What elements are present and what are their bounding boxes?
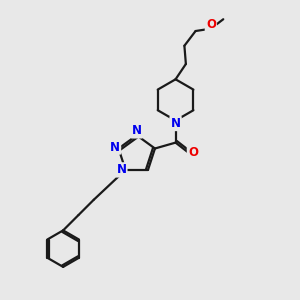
- Text: O: O: [188, 146, 198, 159]
- Text: O: O: [206, 18, 216, 31]
- Text: N: N: [171, 117, 181, 130]
- Text: N: N: [116, 164, 126, 176]
- Text: N: N: [132, 124, 142, 137]
- Text: N: N: [110, 140, 120, 154]
